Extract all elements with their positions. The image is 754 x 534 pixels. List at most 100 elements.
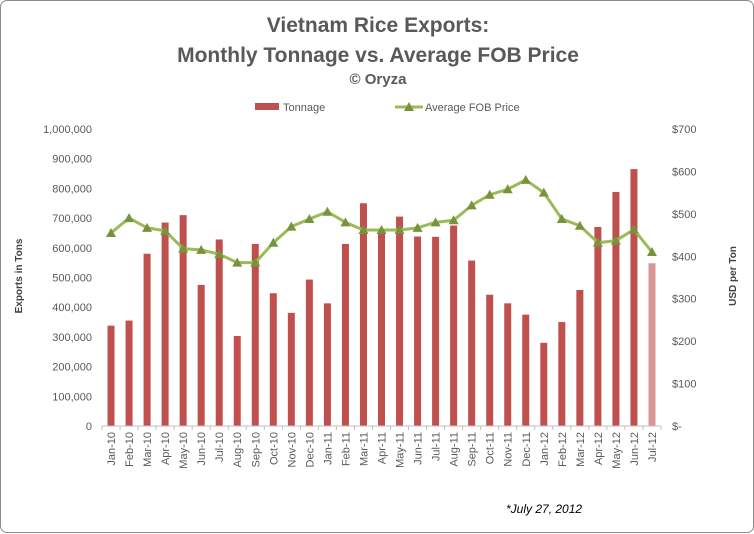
right-tick-label: $200 xyxy=(672,336,696,348)
price-marker xyxy=(106,227,117,237)
price-marker xyxy=(412,222,423,232)
tonnage-bar xyxy=(450,225,458,426)
price-marker xyxy=(556,213,567,223)
tonnage-bar xyxy=(504,303,512,426)
chart-title-line2: Monthly Tonnage vs. Average FOB Price xyxy=(177,44,579,67)
price-marker xyxy=(520,174,531,184)
x-tick-label: May-12 xyxy=(611,432,623,469)
tonnage-bar xyxy=(630,169,638,426)
price-marker xyxy=(142,222,153,232)
x-tick-label: Jun-11 xyxy=(413,432,425,465)
left-axis-title: Exports in Tons xyxy=(14,238,25,313)
x-tick-label: Feb-12 xyxy=(557,432,569,467)
x-tick-label: Aug-11 xyxy=(449,432,461,467)
chart-copyright: © Oryza xyxy=(350,71,408,88)
left-tick-label: 100,000 xyxy=(52,391,92,403)
tonnage-bar xyxy=(341,243,349,426)
x-tick-label: Jul-11 xyxy=(431,432,443,461)
x-tick-label: Mar-12 xyxy=(575,432,587,467)
tonnage-bar xyxy=(161,222,169,426)
tonnage-bar xyxy=(594,227,602,426)
price-marker xyxy=(466,200,477,210)
tonnage-bar xyxy=(197,284,205,426)
tonnage-bar xyxy=(287,312,295,426)
tonnage-bar xyxy=(233,336,241,426)
x-tick-label: Mar-11 xyxy=(358,432,370,466)
right-tick-label: $600 xyxy=(672,166,696,178)
price-marker xyxy=(268,237,279,247)
x-tick-label: May-10 xyxy=(178,432,190,469)
price-marker xyxy=(304,213,315,223)
tonnage-bar xyxy=(648,263,656,426)
x-tick-label: Feb-10 xyxy=(124,432,136,467)
tonnage-bar xyxy=(215,239,223,426)
x-tick-label: Feb-11 xyxy=(340,432,352,466)
x-tick-label: Jan-12 xyxy=(539,432,551,466)
x-tick-label: Oct-10 xyxy=(268,432,280,465)
x-tick-label: Nov-11 xyxy=(503,432,515,467)
price-line xyxy=(106,174,657,267)
left-tick-label: 700,000 xyxy=(52,213,92,225)
tonnage-bar xyxy=(269,293,277,426)
tonnage-bar xyxy=(125,320,133,426)
x-tick-label: Jul-10 xyxy=(214,432,226,462)
tonnage-bar xyxy=(251,243,259,426)
price-marker xyxy=(610,235,621,245)
left-tick-label: 0 xyxy=(86,421,92,433)
price-marker xyxy=(430,217,441,227)
x-tick-label: Oct-11 xyxy=(485,432,497,464)
tonnage-bar xyxy=(576,289,584,426)
tonnage-bar xyxy=(558,322,566,426)
legend-label-tonnage: Tonnage xyxy=(283,102,325,114)
right-tick-label: $300 xyxy=(672,294,696,306)
price-marker xyxy=(160,225,171,235)
x-tick-label: Aug-10 xyxy=(232,432,244,467)
price-marker xyxy=(250,257,261,267)
right-tick-label: $- xyxy=(672,421,682,433)
tonnage-bar xyxy=(143,253,151,426)
price-marker xyxy=(484,189,495,199)
chart-title-line1: Vietnam Rice Exports: xyxy=(267,14,490,37)
right-tick-label: $100 xyxy=(672,379,696,391)
price-marker xyxy=(376,224,387,234)
tonnage-bars xyxy=(107,169,656,426)
price-marker xyxy=(628,224,639,234)
x-tick-label: May-11 xyxy=(395,432,407,468)
price-marker xyxy=(448,215,459,225)
left-tick-label: 800,000 xyxy=(52,183,92,195)
tonnage-bar xyxy=(323,303,331,426)
legend-swatch-tonnage xyxy=(255,103,279,110)
left-tick-label: 900,000 xyxy=(52,154,92,166)
price-marker xyxy=(286,221,297,231)
price-marker xyxy=(538,187,549,197)
legend-marker-price xyxy=(404,102,414,111)
price-marker xyxy=(196,244,207,254)
x-tick-label: Jan-10 xyxy=(106,432,118,466)
x-tick-label: Nov-10 xyxy=(286,432,298,467)
price-marker xyxy=(646,247,657,257)
right-tick-label: $500 xyxy=(672,209,696,221)
right-tick-label: $700 xyxy=(672,124,696,136)
x-tick-label: Sep-11 xyxy=(467,432,479,467)
x-tick-label: Dec-11 xyxy=(521,432,533,467)
price-marker xyxy=(232,257,243,267)
tonnage-bar xyxy=(107,325,115,426)
tonnage-bar xyxy=(414,236,422,426)
left-tick-label: 400,000 xyxy=(52,302,92,314)
price-marker xyxy=(574,220,585,230)
x-tick-label: Sep-10 xyxy=(250,432,262,467)
legend-label-price: Average FOB Price xyxy=(425,102,520,114)
tonnage-bar xyxy=(179,215,187,426)
x-tick-label: Dec-10 xyxy=(304,432,316,467)
price-marker xyxy=(358,224,369,234)
price-marker xyxy=(592,237,603,247)
tonnage-bar xyxy=(540,342,548,426)
price-marker xyxy=(178,243,189,253)
x-tick-label: Apr-12 xyxy=(593,432,605,465)
price-marker xyxy=(502,184,513,194)
tonnage-bar xyxy=(486,294,494,426)
price-marker xyxy=(214,249,225,259)
price-marker xyxy=(322,206,333,216)
